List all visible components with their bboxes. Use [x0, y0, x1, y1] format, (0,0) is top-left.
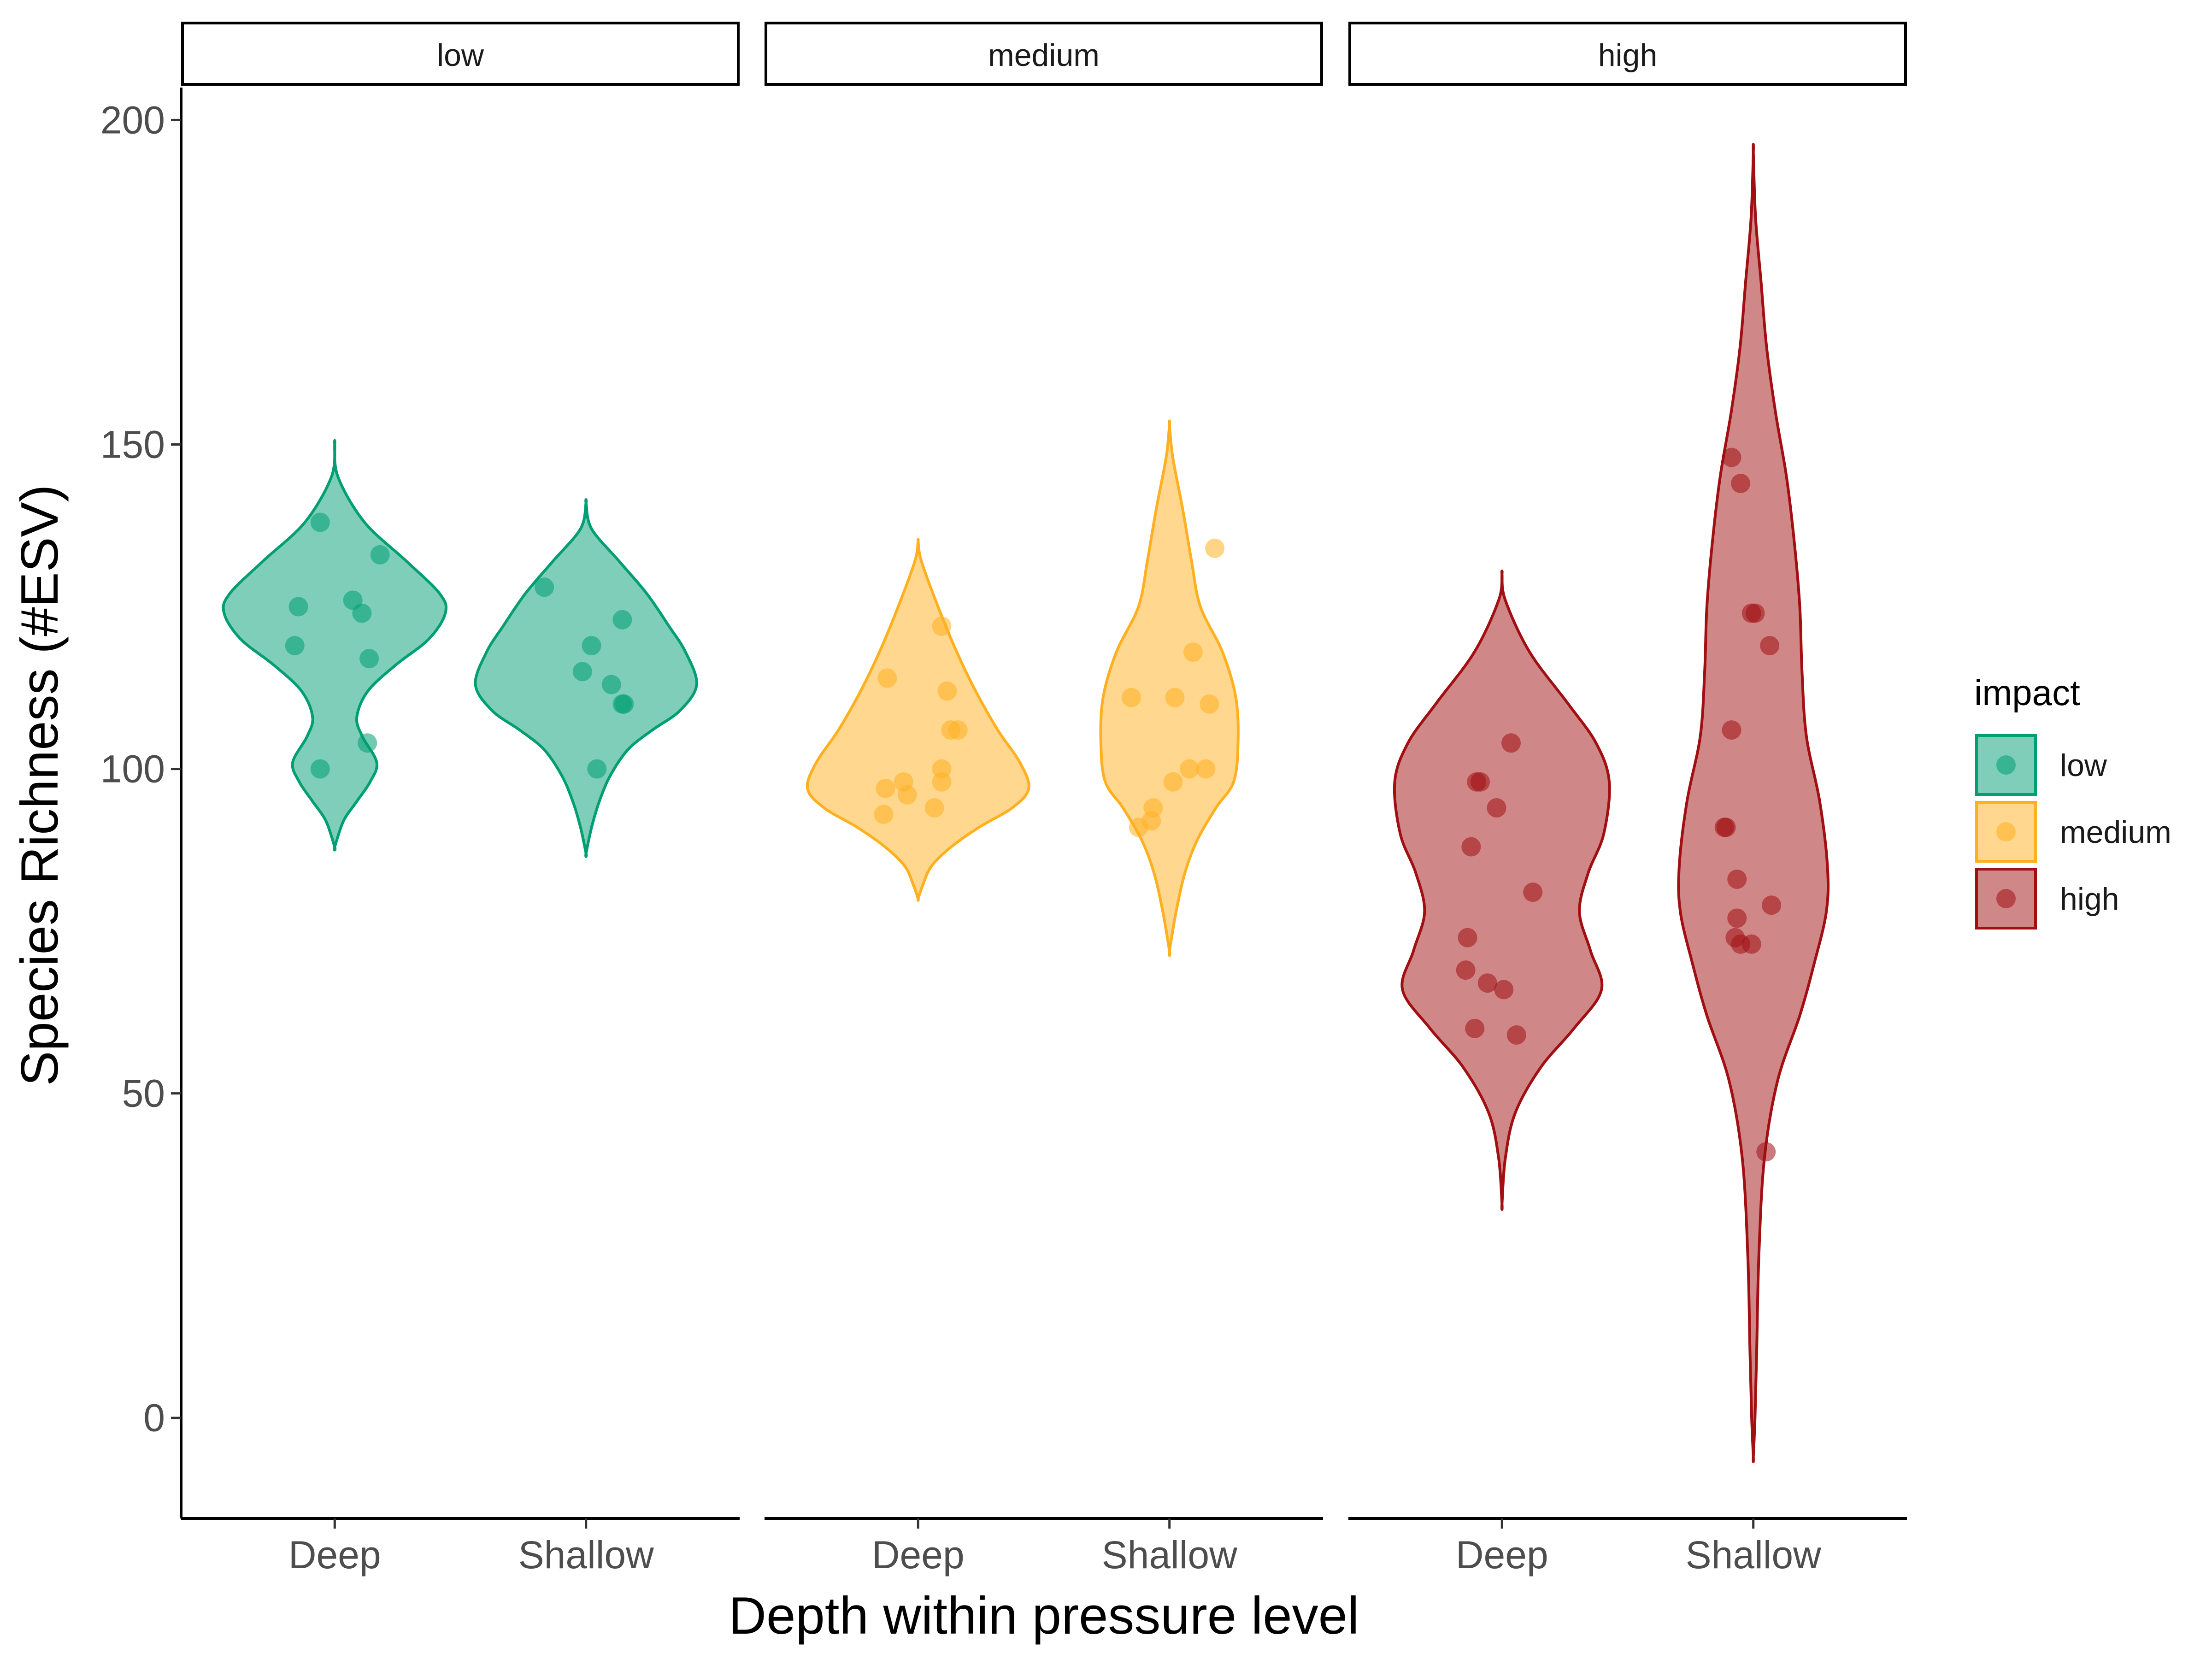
y-tick-label: 200: [100, 98, 165, 141]
data-point: [1458, 928, 1477, 947]
data-point: [582, 636, 601, 656]
data-point: [288, 597, 308, 617]
facet-panel: low Deep Shallow: [181, 22, 740, 1577]
data-point: [1741, 934, 1761, 954]
data-point: [1760, 636, 1780, 656]
data-point: [359, 649, 379, 669]
data-point: [932, 616, 952, 636]
legend-label: high: [2060, 882, 2119, 917]
x-axis-title: Depth within pressure level: [729, 1587, 1359, 1645]
data-point: [876, 778, 895, 798]
data-point: [1471, 772, 1490, 792]
legend: impact low medium high: [1974, 672, 2171, 930]
facet-panels: low Deep Shallow medium Deep Shallow high Deep S…: [181, 22, 1907, 1577]
data-point: [948, 720, 968, 740]
data-point: [1716, 818, 1736, 837]
data-point: [1731, 473, 1751, 493]
violin-shape: [1677, 143, 1830, 1463]
data-point: [1722, 447, 1741, 467]
facet-strip-label: medium: [988, 38, 1100, 73]
data-point: [310, 759, 330, 779]
data-point: [1722, 720, 1741, 740]
data-point: [877, 668, 897, 688]
data-point: [1205, 538, 1225, 558]
violin-shape: [222, 439, 448, 852]
data-point: [1163, 772, 1183, 792]
data-point: [1196, 759, 1216, 779]
data-point: [285, 636, 305, 656]
data-point: [874, 805, 894, 824]
facet-strip-label: low: [437, 38, 484, 73]
legend-label: low: [2060, 748, 2107, 783]
y-tick-label: 0: [143, 1396, 165, 1440]
data-point: [1727, 908, 1747, 928]
facet-panel: medium Deep Shallow: [765, 22, 1323, 1577]
violin-shape: [806, 538, 1030, 902]
facet-strip: [1348, 22, 1907, 86]
data-point: [1487, 798, 1506, 818]
legend-point: [1996, 889, 2016, 908]
data-point: [535, 577, 554, 597]
data-point: [612, 610, 632, 629]
legend-point: [1996, 755, 2016, 775]
data-point: [932, 772, 952, 792]
data-point: [1477, 973, 1497, 993]
y-axis-title: Species Richness (#ESV): [11, 484, 69, 1086]
data-point: [1501, 733, 1521, 753]
data-point: [924, 798, 944, 818]
data-point: [310, 512, 330, 532]
data-point: [352, 603, 372, 623]
data-point: [1494, 980, 1514, 1000]
data-point: [358, 733, 377, 753]
x-tick-label: Shallow: [1686, 1533, 1822, 1577]
facet-panel: high Deep Shallow: [1348, 22, 1907, 1577]
x-tick-label: Shallow: [1102, 1533, 1238, 1577]
data-point: [1745, 603, 1765, 623]
y-tick-label: 50: [122, 1072, 165, 1115]
y-axis: 0 50 100 150 200: [100, 88, 182, 1518]
legend-point: [1996, 822, 2016, 841]
data-point: [897, 785, 917, 805]
data-point: [937, 681, 957, 701]
data-point: [1506, 1025, 1526, 1045]
data-point: [1523, 882, 1543, 902]
facet-strip-label: high: [1598, 38, 1658, 73]
data-point: [1165, 688, 1185, 707]
legend-key: medium: [1975, 801, 2171, 863]
data-point: [1762, 895, 1782, 915]
violin-shape: [1393, 570, 1611, 1211]
legend-key: high: [1975, 868, 2119, 930]
data-point: [587, 759, 607, 779]
facet-strip: [181, 22, 740, 86]
data-point: [1756, 1142, 1776, 1162]
data-point: [1129, 818, 1148, 837]
data-point: [601, 675, 621, 694]
data-point: [1727, 869, 1747, 889]
data-point: [572, 662, 592, 682]
data-point: [1461, 837, 1481, 857]
facet-strip: [765, 22, 1323, 86]
legend-title: impact: [1974, 672, 2080, 713]
data-point: [1183, 642, 1203, 662]
data-point: [370, 545, 390, 565]
y-tick-label: 150: [100, 423, 165, 466]
data-point: [1465, 1018, 1485, 1038]
x-tick-label: Deep: [1456, 1533, 1548, 1577]
data-point: [1200, 694, 1219, 714]
data-point: [1456, 960, 1476, 980]
x-tick-label: Deep: [872, 1533, 965, 1577]
legend-key: low: [1975, 734, 2107, 796]
x-tick-label: Deep: [288, 1533, 381, 1577]
data-point: [1122, 688, 1141, 707]
x-tick-label: Shallow: [518, 1533, 654, 1577]
data-point: [1179, 759, 1199, 779]
data-point: [614, 694, 634, 714]
y-tick-label: 100: [100, 747, 165, 791]
legend-label: medium: [2060, 815, 2171, 850]
